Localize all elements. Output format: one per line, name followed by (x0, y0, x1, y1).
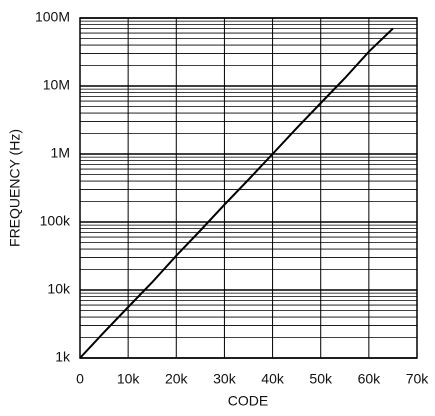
y-tick-label: 100M (35, 9, 70, 25)
y-tick-label: 10M (43, 77, 70, 93)
y-tick-label: 100k (40, 213, 71, 229)
x-axis-label: CODE (228, 393, 268, 409)
x-tick-label: 20k (165, 371, 189, 387)
x-tick-label: 70k (406, 371, 430, 387)
x-tick-label: 60k (358, 371, 382, 387)
data-line (79, 27, 394, 359)
y-tick-label: 1k (55, 349, 71, 365)
y-tick-label: 1M (51, 145, 70, 161)
x-tick-label: 10k (117, 371, 141, 387)
x-tick-label: 50k (309, 371, 333, 387)
y-tick-label: 10k (47, 281, 71, 297)
y-axis-label: FREQUENCY (Hz) (7, 129, 23, 247)
x-tick-label: 30k (213, 371, 237, 387)
plot-frame (79, 17, 418, 359)
x-tick-label: 0 (76, 371, 84, 387)
x-tick-label: 40k (261, 371, 285, 387)
